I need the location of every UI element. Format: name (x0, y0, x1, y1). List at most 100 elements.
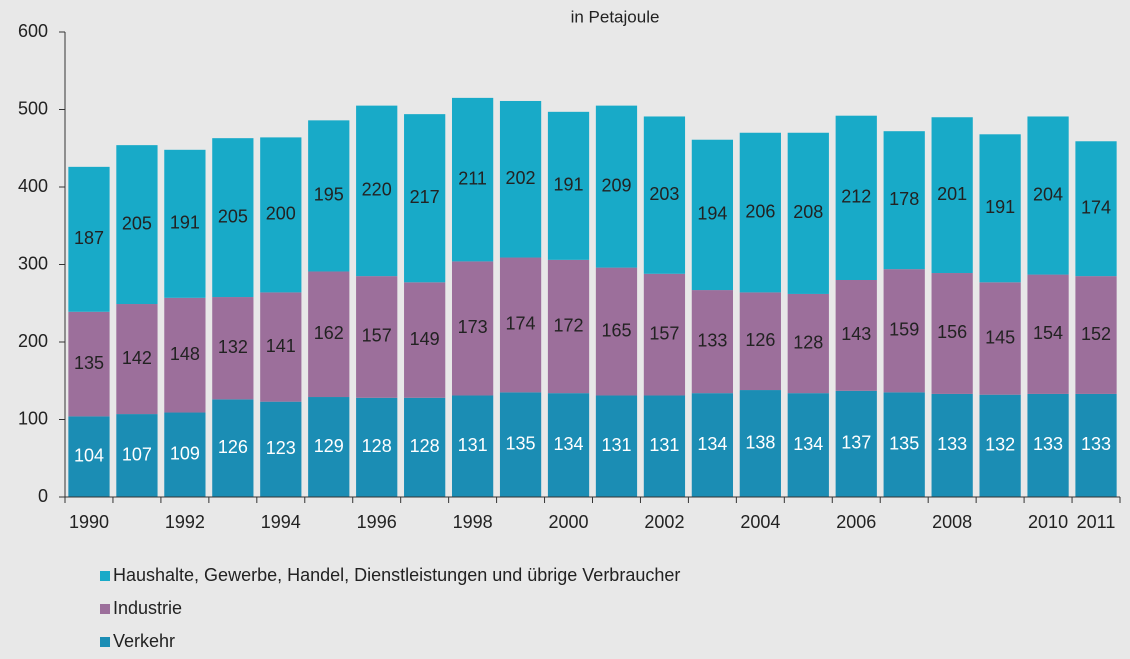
bar-segment (691, 290, 734, 394)
bar-segment (547, 393, 590, 497)
data-label: 134 (793, 434, 823, 454)
data-label: 128 (410, 436, 440, 456)
data-label: 135 (506, 433, 536, 453)
bar-segment (164, 412, 206, 497)
data-label: 133 (1033, 434, 1063, 454)
data-label: 128 (362, 436, 392, 456)
y-tick-label: 500 (18, 98, 48, 118)
bar-segment (547, 259, 590, 394)
bar-segment (547, 111, 590, 260)
x-tick-label: 1998 (453, 512, 493, 532)
data-label: 128 (793, 332, 823, 352)
bar-segment (835, 390, 877, 497)
bar-segment (212, 297, 254, 400)
data-label: 134 (553, 434, 583, 454)
bar-segment (404, 114, 446, 283)
bar-segment (499, 392, 542, 497)
data-label: 107 (122, 444, 152, 464)
data-label: 104 (74, 445, 104, 465)
bar-segment (931, 273, 973, 394)
data-label: 201 (937, 184, 967, 204)
bar-segment (595, 267, 638, 396)
data-label: 133 (697, 330, 727, 350)
data-label: 137 (841, 433, 871, 453)
x-tick-label: 2006 (836, 512, 876, 532)
bar-segment (979, 394, 1021, 497)
bar-segment (835, 115, 877, 280)
bar-segment (739, 390, 781, 497)
data-label: 129 (314, 436, 344, 456)
data-label: 205 (218, 206, 248, 226)
bar-segment (451, 97, 494, 262)
x-tick-label: 2000 (548, 512, 588, 532)
bar-segment (691, 139, 734, 291)
data-label: 209 (601, 175, 631, 195)
bar-segment (787, 293, 829, 394)
bar-segment (787, 393, 829, 497)
bar-segment (499, 100, 542, 258)
y-tick-label: 0 (38, 486, 48, 506)
data-label: 174 (506, 314, 536, 334)
data-label: 133 (937, 434, 967, 454)
bar-segment (787, 132, 829, 294)
data-label: 159 (889, 320, 919, 340)
bar-segment (308, 397, 350, 497)
data-label: 131 (601, 435, 631, 455)
bar-segment (116, 304, 158, 415)
bar-segment (451, 395, 494, 497)
bar-segment (404, 397, 446, 497)
bar-segment (883, 269, 925, 393)
y-tick-label: 100 (18, 408, 48, 428)
bar-segment (451, 261, 494, 396)
bar-segment (643, 116, 686, 274)
bar-segment (1027, 116, 1069, 275)
data-label: 135 (889, 433, 919, 453)
data-label: 149 (410, 329, 440, 349)
bar-segment (499, 257, 542, 393)
y-tick-label: 600 (18, 21, 48, 41)
bar-segment (1075, 141, 1117, 277)
bar-segment (835, 280, 877, 391)
y-tick-label: 200 (18, 331, 48, 351)
data-label: 187 (74, 228, 104, 248)
data-label: 126 (745, 330, 775, 350)
legend-label: Industrie (113, 598, 182, 618)
bar-segment (308, 120, 350, 272)
bar-segment (116, 414, 158, 497)
legend-swatch (100, 571, 110, 581)
bar-segment (1027, 274, 1069, 394)
bar-segment (1075, 276, 1117, 394)
data-label: 148 (170, 344, 200, 364)
data-label: 204 (1033, 184, 1063, 204)
chart-subtitle: in Petajoule (571, 7, 660, 26)
legend-label: Verkehr (113, 631, 175, 651)
bar-segment (308, 271, 350, 398)
data-label: 217 (410, 187, 440, 207)
x-tick-label: 2008 (932, 512, 972, 532)
bar-segment (643, 273, 686, 396)
legend-swatch (100, 637, 110, 647)
x-tick-label: 2004 (740, 512, 780, 532)
bar-segment (739, 132, 781, 293)
bar-segment (739, 292, 781, 391)
data-label: 143 (841, 324, 871, 344)
data-label: 212 (841, 187, 871, 207)
bar-segment (260, 401, 302, 497)
bar-segment (116, 145, 158, 305)
bar-segment (260, 137, 302, 293)
data-label: 174 (1081, 197, 1111, 217)
data-label: 131 (458, 435, 488, 455)
data-label: 134 (697, 434, 727, 454)
bar-segment (979, 134, 1021, 283)
bar-segment (691, 393, 734, 497)
bar-segment (68, 311, 110, 417)
bar-segment (595, 105, 638, 268)
data-label: 152 (1081, 324, 1111, 344)
bar-segment (595, 395, 638, 497)
legend-swatch (100, 604, 110, 614)
bar-segment (1027, 393, 1069, 497)
bar-segment (356, 105, 398, 277)
data-label: 208 (793, 202, 823, 222)
data-label: 145 (985, 327, 1015, 347)
data-label: 206 (745, 201, 775, 221)
